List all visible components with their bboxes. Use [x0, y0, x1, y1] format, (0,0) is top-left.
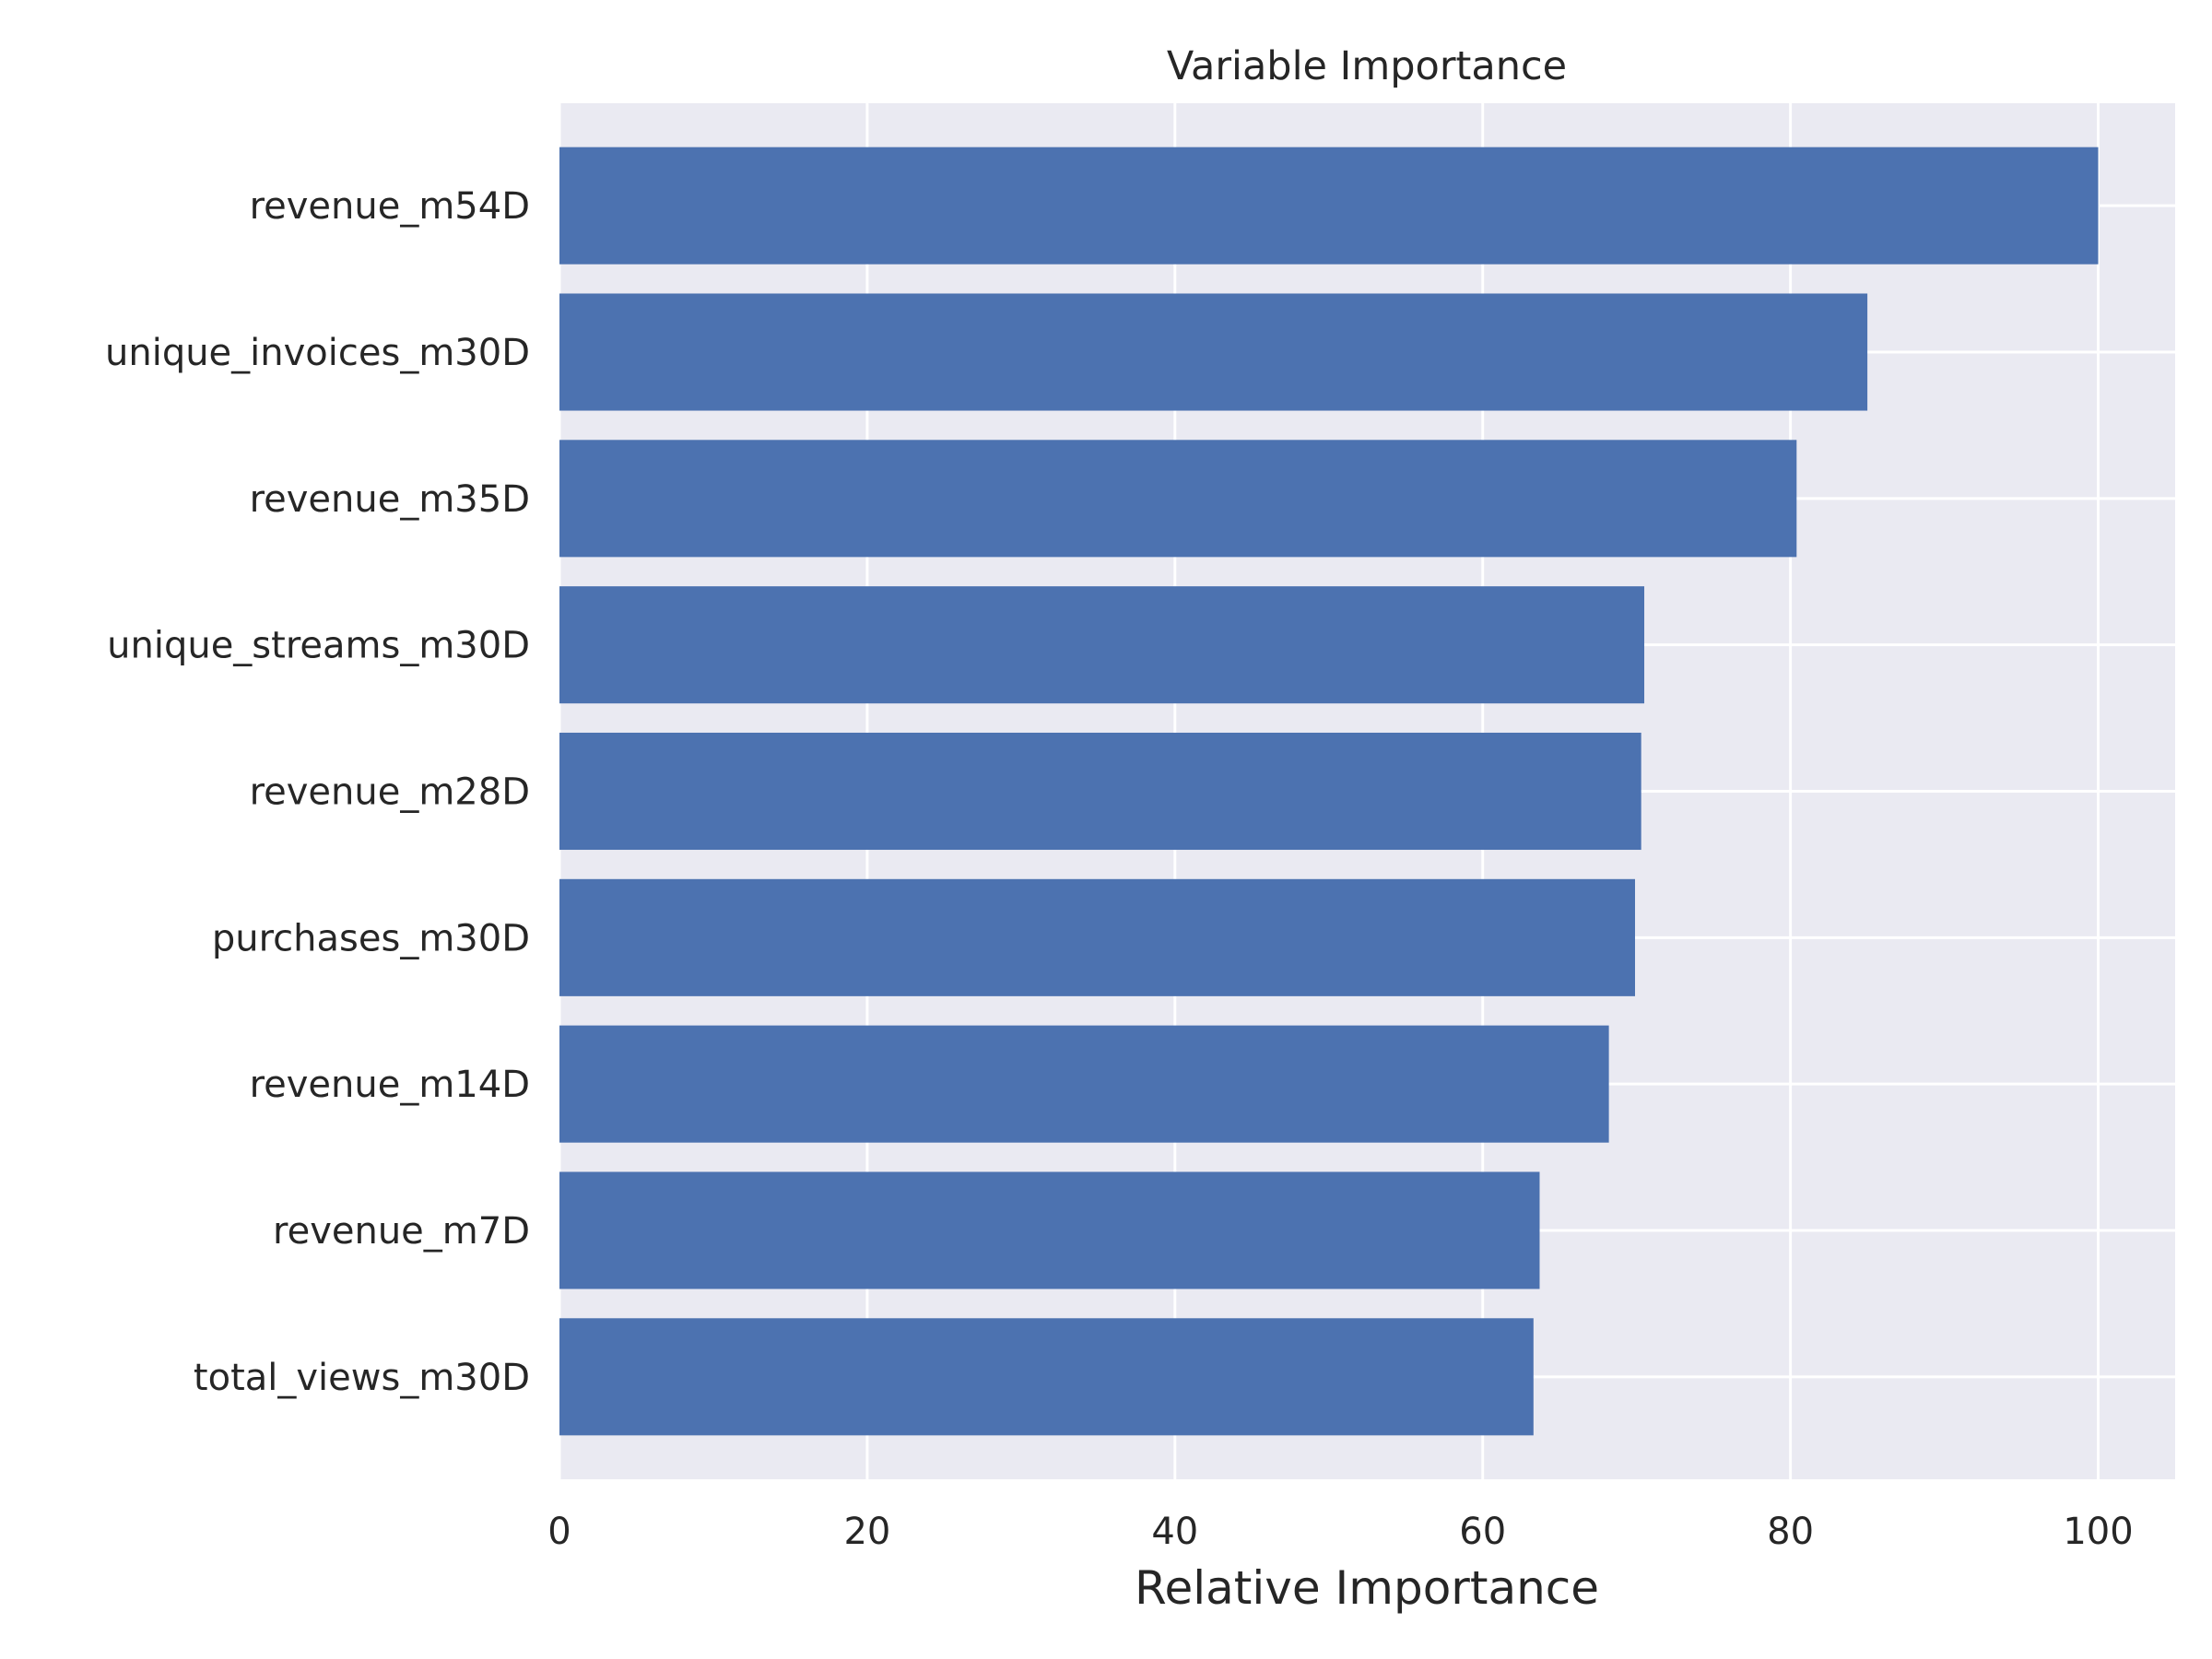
x-tick-label: 0	[547, 1511, 571, 1553]
chart-title: Variable Importance	[1167, 43, 1567, 89]
category-label: revenue_m7D	[273, 1210, 530, 1253]
bar-purchases_m30D	[559, 878, 1635, 996]
category-label: revenue_m28D	[250, 771, 530, 814]
category-label: revenue_m54D	[250, 185, 530, 228]
x-tick-labels: 0 20 40 60 80 100	[547, 1511, 2133, 1553]
category-labels: revenue_m54D unique_invoices_m30D revenue_…	[105, 185, 530, 1399]
x-tick-label: 60	[1459, 1511, 1506, 1553]
bar-unique_streams_m30D	[559, 586, 1645, 704]
category-label: unique_invoices_m30D	[105, 332, 530, 374]
bar-revenue_m7D	[559, 1171, 1540, 1289]
bar-unique_invoices_m30D	[559, 293, 1868, 411]
bars	[559, 147, 2099, 1436]
bar-total_views_m30D	[559, 1318, 1534, 1436]
x-tick-label: 40	[1151, 1511, 1198, 1553]
category-label: revenue_m14D	[250, 1064, 530, 1106]
x-tick-label: 100	[2063, 1511, 2133, 1553]
category-label: unique_streams_m30D	[107, 625, 530, 667]
x-tick-label: 80	[1767, 1511, 1814, 1553]
bar-revenue_m14D	[559, 1025, 1609, 1143]
bar-revenue_m54D	[559, 147, 2099, 265]
category-label: revenue_m35D	[250, 478, 530, 521]
bar-revenue_m35D	[559, 440, 1797, 558]
x-tick-label: 20	[843, 1511, 890, 1553]
bar-revenue_m28D	[559, 732, 1641, 851]
x-axis-label: Relative Importance	[1135, 1561, 1599, 1615]
category-label: purchases_m30D	[212, 917, 530, 959]
category-label: total_views_m30D	[194, 1357, 530, 1399]
